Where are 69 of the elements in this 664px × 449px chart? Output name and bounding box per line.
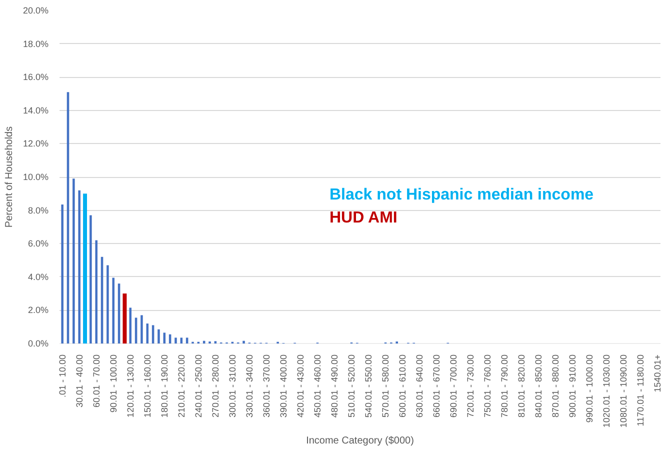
bar [174,338,177,344]
y-axis-title: Percent of Households [4,126,15,228]
y-tick-label: 20.0% [22,6,49,16]
bar [122,294,127,344]
bar [163,332,166,344]
y-tick-label: 2.0% [28,305,48,316]
x-tick-label: 1540.01+ [652,354,663,392]
x-tick-label: 270.01 - 280.00 [210,354,220,418]
x-tick-label: 60.01 - 70.00 [91,354,102,408]
x-tick-label: 210.01 - 220.00 [176,354,186,418]
x-tick-label: 690.01 - 700.00 [448,354,459,418]
bar [95,240,98,344]
x-tick-label: 870.01 - 880.00 [550,354,561,418]
x-tick-label: 810.01 - 820.00 [516,354,527,418]
bar [146,324,149,344]
text: HUD AMI [330,210,398,226]
x-tick-label: 780.01 - 790.00 [500,354,510,418]
x-tick-label: 330.01 - 340.00 [244,354,254,418]
bar [61,204,64,344]
x-tick-label: 480.01 - 490.00 [329,354,340,418]
x-tick-label: 90.01 - 100.00 [108,354,118,413]
x-tick-label: 360.01 - 370.00 [261,354,272,418]
bar [78,190,80,344]
bar [242,340,245,344]
bar [72,178,75,344]
x-tick-label: 240.01 - 250.00 [193,354,204,418]
x-axis-title: Income Category ($000) [306,436,414,447]
y-tick-label: 0.0% [28,338,48,348]
y-tick-label: 16.0% [22,72,49,82]
x-tick-label: 750.01 - 760.00 [482,354,493,418]
bar [106,265,109,344]
y-tick-label: 4.0% [28,272,48,282]
bar [83,194,87,344]
x-tick-label: 180.01 - 190.00 [159,354,170,418]
x-tick-label: 1170.01 - 1180.00 [636,354,646,426]
x-tick-label: 720.01 - 730.00 [466,354,476,418]
bar [90,215,92,344]
x-tick-label: 840.01 - 850.00 [534,354,544,418]
bar [158,329,160,344]
x-tick-label: 390.01 - 400.00 [278,354,288,418]
y-tick-label: 12.0% [22,138,49,149]
y-tick-label: 6.0% [28,238,48,249]
bar [180,338,183,344]
bar [112,278,114,344]
x-tick-label: 450.01 - 460.00 [312,354,322,418]
y-tick-label: 10.0% [22,172,49,182]
x-tick-label: 570.01 - 580.00 [380,354,391,418]
x-tick-label: 420.01 - 430.00 [295,354,306,418]
x-tick-label: 900.01 - 910.00 [568,354,578,418]
x-tick-label: .01 - 10.00 [57,354,68,398]
x-tick-label: 1020.01 - 1030.00 [602,354,612,428]
y-tick-label: 18.0% [22,38,49,49]
y-tick-label: 14.0% [22,105,49,116]
y-tick-label: 8.0% [28,205,48,216]
x-tick-label: 990.01 - 1000.00 [584,354,595,423]
text: Black not Hispanic median income [330,186,594,204]
x-tick-label: 300.01 - 310.00 [227,354,238,418]
x-tick-label: 600.01 - 610.00 [398,354,408,418]
x-tick-label: 660.01 - 670.00 [432,354,442,418]
x-tick-label: 120.01 - 130.00 [125,354,136,418]
x-tick-label: 30.01 - 40.00 [74,354,84,408]
bar [186,338,188,344]
bar [129,308,132,344]
x-tick-label: 630.01 - 640.00 [414,354,425,418]
x-tick-label: 150.01 - 160.00 [142,354,152,418]
x-tick-label: 510.01 - 520.00 [346,354,356,418]
x-tick-label: 1080.01 - 1090.00 [618,354,629,428]
bar [140,315,143,344]
x-tick-label: 540.01 - 550.00 [364,354,374,418]
